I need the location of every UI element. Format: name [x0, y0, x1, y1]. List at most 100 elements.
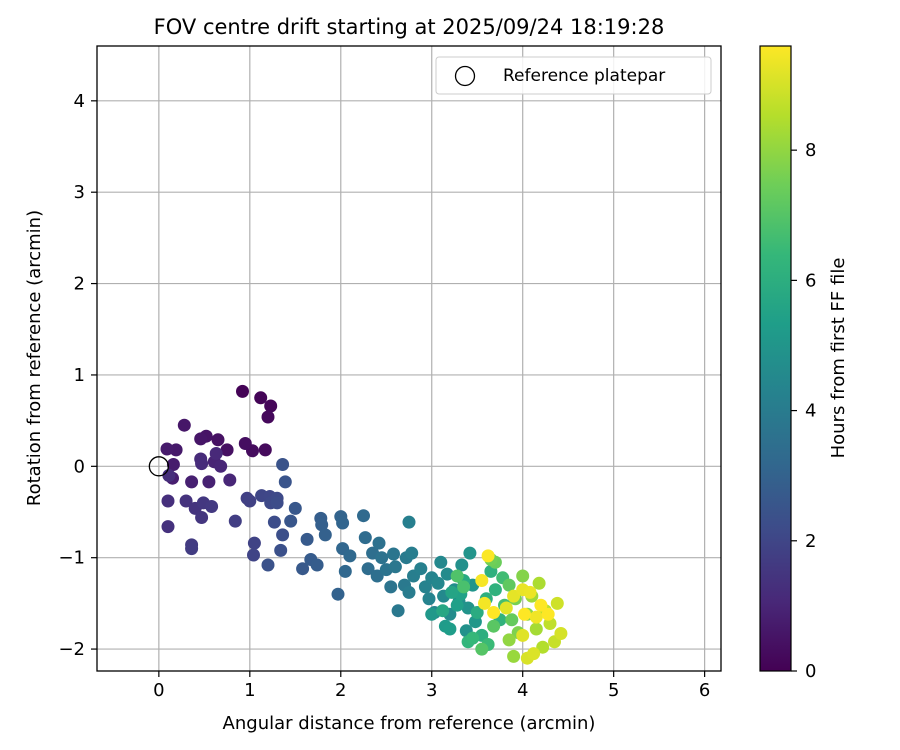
data-point — [258, 443, 272, 457]
data-point — [466, 631, 480, 645]
data-point — [431, 576, 445, 590]
data-point — [487, 619, 501, 633]
data-point — [440, 567, 454, 581]
data-point — [481, 549, 495, 563]
data-point — [402, 515, 416, 529]
data-point — [276, 528, 290, 542]
data-point — [541, 607, 555, 621]
reference-platepar-marker — [148, 456, 170, 477]
data-point — [450, 598, 464, 612]
data-point — [450, 569, 464, 583]
colorbar-gradient — [759, 45, 792, 672]
data-point — [211, 433, 225, 447]
data-point — [195, 511, 209, 524]
data-point — [550, 596, 564, 610]
data-point — [310, 558, 324, 572]
x-tick-label: 3 — [426, 680, 437, 701]
data-point — [361, 562, 375, 576]
data-point — [274, 543, 288, 557]
x-axis-label: Angular distance from reference (arcmin) — [223, 713, 596, 734]
chart-title: FOV centre drift starting at 2025/09/24 … — [154, 15, 665, 39]
data-point — [487, 606, 501, 619]
colorbar-label: Hours from first FF file — [828, 258, 849, 459]
data-point — [516, 628, 530, 642]
plot-frame — [96, 45, 722, 672]
x-tick-label: 2 — [335, 680, 346, 701]
data-point — [261, 410, 275, 424]
y-tick-label: 3 — [74, 182, 85, 203]
data-point — [209, 447, 223, 460]
y-axis-label: Rotation from reference (arcmin) — [24, 210, 45, 506]
data-point — [391, 604, 405, 618]
data-point — [372, 536, 386, 550]
data-point — [343, 549, 357, 563]
x-tick-label: 6 — [699, 680, 710, 701]
data-point — [315, 518, 329, 532]
data-point — [160, 442, 174, 456]
data-point — [202, 475, 216, 489]
colorbar-tick-label: 0 — [805, 661, 816, 682]
data-point — [276, 458, 290, 471]
colorbar-tick-label: 4 — [805, 401, 816, 422]
x-tick-label: 5 — [608, 680, 619, 701]
data-point — [387, 547, 400, 561]
data-point — [195, 457, 209, 471]
data-point — [236, 384, 249, 398]
data-points — [160, 384, 568, 665]
data-point — [436, 604, 450, 618]
data-point — [554, 627, 568, 640]
data-point — [523, 585, 537, 599]
data-point — [516, 569, 530, 583]
data-point — [457, 580, 471, 594]
y-axis-ticks: −2 −1 0 1 2 3 4 — [58, 91, 97, 660]
data-point — [463, 546, 477, 560]
data-point — [507, 589, 521, 603]
data-point — [405, 546, 419, 560]
data-point — [414, 562, 428, 576]
data-point — [499, 601, 513, 615]
data-point — [518, 607, 531, 621]
data-point — [338, 564, 352, 578]
data-point — [161, 520, 175, 534]
legend-marker — [454, 65, 476, 87]
data-point — [488, 583, 502, 597]
data-point — [358, 531, 372, 545]
data-point — [502, 633, 516, 647]
data-point — [434, 555, 448, 569]
data-point — [507, 649, 521, 663]
data-point — [284, 514, 298, 528]
data-point — [375, 551, 389, 565]
data-point — [445, 585, 459, 599]
y-tick-label: −1 — [58, 548, 85, 569]
data-point — [296, 562, 310, 576]
y-tick-label: −2 — [58, 639, 85, 660]
data-point — [502, 578, 516, 592]
data-point — [288, 501, 302, 515]
colorbar-ticks: 0 2 4 6 8 — [791, 140, 816, 682]
data-point — [536, 640, 550, 654]
data-point — [261, 558, 275, 572]
data-point — [166, 458, 180, 471]
colorbar-tick-label: 6 — [805, 270, 816, 291]
data-point — [470, 606, 484, 619]
data-point — [205, 500, 219, 513]
grid — [97, 46, 721, 671]
y-tick-label: 4 — [74, 91, 85, 112]
data-point — [278, 475, 292, 489]
data-point — [336, 516, 350, 530]
x-axis-ticks: 0 1 2 3 4 5 6 — [153, 671, 710, 701]
colorbar-tick-label: 8 — [805, 140, 816, 161]
y-tick-label: 2 — [74, 274, 85, 295]
data-point — [534, 598, 548, 612]
y-tick-label: 0 — [74, 456, 85, 477]
data-point — [402, 585, 416, 599]
legend-box — [435, 56, 712, 95]
data-point — [270, 496, 284, 510]
data-point — [185, 542, 199, 556]
colorbar-tick-label: 2 — [805, 531, 816, 552]
data-point — [162, 469, 176, 482]
legend: Reference platepar — [435, 56, 712, 95]
data-point — [455, 558, 469, 572]
data-point — [264, 399, 278, 413]
